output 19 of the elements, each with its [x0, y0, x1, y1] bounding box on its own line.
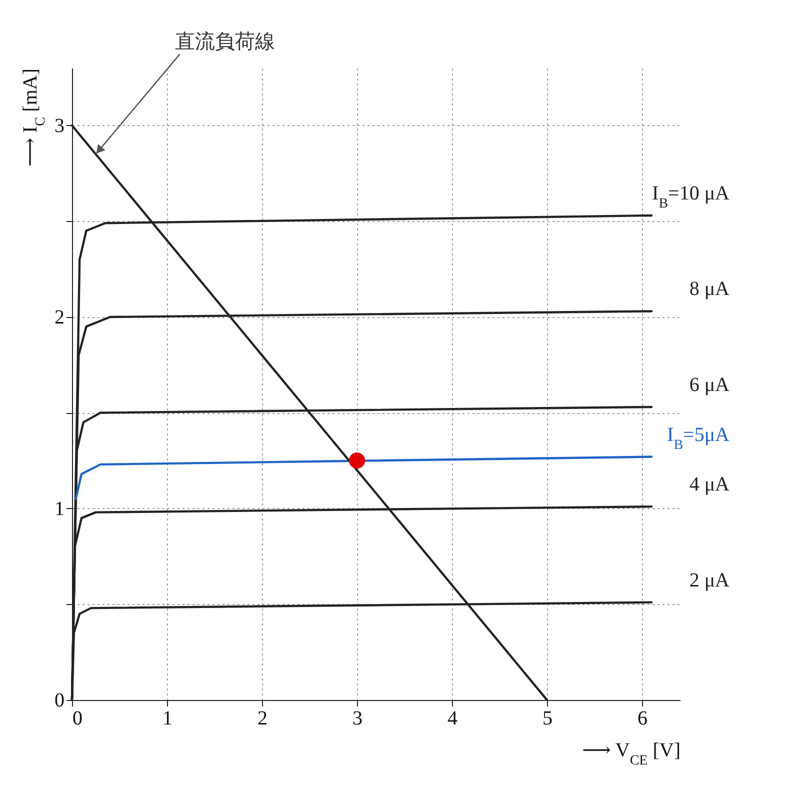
y-tick-label: 2 — [54, 306, 64, 328]
x-tick-label: 3 — [352, 708, 362, 730]
y-tick-label: 3 — [54, 114, 64, 137]
x-tick-label: 1 — [162, 708, 172, 730]
series-label: I$_{B}$=10 μA — [652, 182, 730, 211]
y-tick-label: 0 — [54, 690, 64, 712]
series-label: 8 μA — [689, 278, 730, 300]
series-label: 4 μA — [689, 474, 730, 496]
x-tick-label: 0 — [72, 708, 82, 730]
x-axis-title: ⟶ V$_{CE}$ [V] — [582, 740, 680, 768]
x-tick-label: 4 — [448, 708, 458, 730]
series-label: 6 μA — [689, 374, 730, 396]
series-label: 2 μA — [689, 569, 730, 592]
annotation: 直流負荷線 — [174, 29, 275, 54]
x-tick-label: 2 — [258, 708, 268, 730]
series-label: I$_{B}$=5μA — [667, 424, 730, 452]
y-tick-label: 1 — [54, 498, 64, 520]
x-tick-label: 6 — [638, 708, 648, 730]
x-tick-label: 5 — [542, 708, 552, 730]
